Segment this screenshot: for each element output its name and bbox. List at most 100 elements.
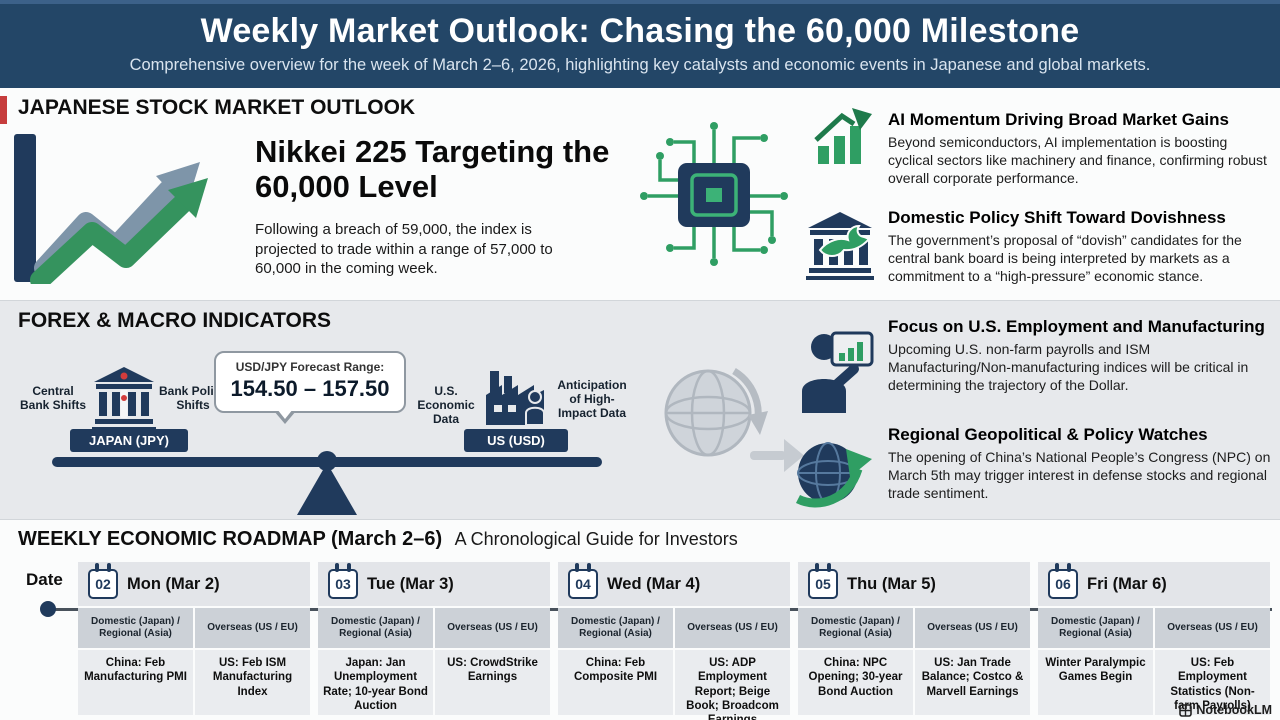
ai-circuit-chip-icon xyxy=(640,122,788,266)
calendar-day-number: 03 xyxy=(335,576,351,592)
day-events: Winter Paralympic Games Begin US: Feb Em… xyxy=(1038,650,1270,715)
day-label: Tue (Mar 3) xyxy=(367,574,454,593)
day-events: China: NPC Opening; 30-year Bond Auction… xyxy=(798,650,1030,715)
column-overseas: Overseas (US / EU) xyxy=(195,608,310,648)
caption-central-bank-shifts: Central Bank Shifts xyxy=(19,384,86,412)
insight-body: The opening of China’s National People’s… xyxy=(888,449,1271,501)
day-card-tue: 03 Tue (Mar 3) Domestic (Japan) / Region… xyxy=(318,562,550,715)
calendar-icon: 04 xyxy=(568,563,598,599)
insight-title: Focus on U.S. Employment and Manufacturi… xyxy=(888,317,1265,336)
day-events: Japan: Jan Unemployment Rate; 10-year Bo… xyxy=(318,650,550,715)
column-headers: Domestic (Japan) / Regional (Asia) Overs… xyxy=(1038,608,1270,648)
section-title: JAPANESE STOCK MARKET OUTLOOK xyxy=(18,96,416,119)
insight-body: Beyond semiconductors, AI implementation… xyxy=(888,134,1267,186)
day-header: 05 Thu (Mar 5) xyxy=(798,562,1030,608)
trend-arrows-chart-icon xyxy=(14,134,208,284)
roadmap-title-row: WEEKLY ECONOMIC ROADMAP (March 2–6) A Ch… xyxy=(18,528,738,551)
calendar-icon: 03 xyxy=(328,563,358,599)
day-header: 04 Wed (Mar 4) xyxy=(558,562,790,608)
column-domestic: Domestic (Japan) / Regional (Asia) xyxy=(798,608,913,648)
column-headers: Domestic (Japan) / Regional (Asia) Overs… xyxy=(798,608,1030,648)
calendar-icon: 05 xyxy=(808,563,838,599)
calendar-day-number: 02 xyxy=(95,576,111,592)
growth-bars-icon xyxy=(814,108,872,164)
column-headers: Domestic (Japan) / Regional (Asia) Overs… xyxy=(558,608,790,648)
section-japanese-stock-market: JAPANESE STOCK MARKET OUTLOOK Nikkei 225… xyxy=(0,88,1280,300)
day-label: Thu (Mar 5) xyxy=(847,574,936,593)
day-card-wed: 04 Wed (Mar 4) Domestic (Japan) / Region… xyxy=(558,562,790,720)
section-forex-macro: FOREX & MACRO INDICATORS Central Bank Sh… xyxy=(0,300,1280,520)
usdjpy-forecast-callout: USD/JPY Forecast Range: 154.50 – 157.50 xyxy=(214,351,406,424)
event-overseas: US: Jan Trade Balance; Costco & Marvell … xyxy=(915,650,1030,715)
column-domestic: Domestic (Japan) / Regional (Asia) xyxy=(78,608,193,648)
badge-japan-jpy: JAPAN (JPY) xyxy=(70,429,188,452)
analyst-chart-icon xyxy=(802,331,874,413)
globe-icon xyxy=(664,368,768,457)
event-domestic: China: Feb Composite PMI xyxy=(558,650,673,715)
day-card-mon: 02 Mon (Mar 2) Domestic (Japan) / Region… xyxy=(78,562,310,715)
day-header: 06 Fri (Mar 6) xyxy=(1038,562,1270,608)
event-overseas: US: Feb ISM Manufacturing Index xyxy=(195,650,310,715)
date-label: Date xyxy=(26,570,63,589)
insight-body: Upcoming U.S. non-farm payrolls and ISM … xyxy=(888,341,1249,393)
calendar-icon: 02 xyxy=(88,563,118,599)
event-overseas: US: CrowdStrike Earnings xyxy=(435,650,550,715)
column-headers: Domestic (Japan) / Regional (Asia) Overs… xyxy=(318,608,550,648)
column-overseas: Overseas (US / EU) xyxy=(915,608,1030,648)
page-subtitle: Comprehensive overview for the week of M… xyxy=(129,56,1151,74)
insight-title: AI Momentum Driving Broad Market Gains xyxy=(888,110,1229,129)
day-card-thu: 05 Thu (Mar 5) Domestic (Japan) / Region… xyxy=(798,562,1030,715)
day-events: China: Feb Composite PMI US: ADP Employm… xyxy=(558,650,790,720)
roadmap-title: WEEKLY ECONOMIC ROADMAP (March 2–6) xyxy=(18,528,443,550)
column-overseas: Overseas (US / EU) xyxy=(675,608,790,648)
day-header: 02 Mon (Mar 2) xyxy=(78,562,310,608)
calendar-day-number: 04 xyxy=(575,576,591,592)
caption-us-economic-data: U.S. Economic Data xyxy=(417,384,475,426)
calendar-icon: 06 xyxy=(1048,563,1078,599)
nikkei-summary: Following a breach of 59,000, the index … xyxy=(255,221,553,277)
section-accent-bar xyxy=(0,96,7,124)
badge-us-usd: US (USD) xyxy=(464,429,568,452)
event-domestic: Winter Paralympic Games Begin xyxy=(1038,650,1153,715)
factory-icon xyxy=(486,371,545,426)
day-events: China: Feb Manufacturing PMI US: Feb ISM… xyxy=(78,650,310,715)
column-overseas: Overseas (US / EU) xyxy=(1155,608,1270,648)
insight-geopolitical: Regional Geopolitical & Policy Watches T… xyxy=(888,425,1272,503)
day-header: 03 Tue (Mar 3) xyxy=(318,562,550,608)
day-label: Wed (Mar 4) xyxy=(607,574,701,593)
watermark-text: NotebookLM xyxy=(1196,703,1272,717)
calendar-day-number: 06 xyxy=(1055,576,1071,592)
column-domestic: Domestic (Japan) / Regional (Asia) xyxy=(318,608,433,648)
column-headers: Domestic (Japan) / Regional (Asia) Overs… xyxy=(78,608,310,648)
insight-title: Domestic Policy Shift Toward Dovishness xyxy=(888,208,1226,227)
event-overseas: US: Feb Employment Statistics (Non-farm … xyxy=(1155,650,1270,715)
forecast-label: USD/JPY Forecast Range: xyxy=(235,360,385,374)
roadmap-subtitle: A Chronological Guide for Investors xyxy=(454,529,738,549)
header-banner: Weekly Market Outlook: Chasing the 60,00… xyxy=(0,0,1280,88)
insight-us-employment: Focus on U.S. Employment and Manufacturi… xyxy=(888,317,1272,395)
event-domestic: China: Feb Manufacturing PMI xyxy=(78,650,193,715)
caption-high-impact-data: Anticipation of High-Impact Data xyxy=(557,378,627,420)
insight-ai-momentum: AI Momentum Driving Broad Market Gains B… xyxy=(888,110,1272,188)
day-label: Mon (Mar 2) xyxy=(127,574,220,593)
event-overseas: US: ADP Employment Report; Beige Book; B… xyxy=(675,650,790,720)
page-title: Weekly Market Outlook: Chasing the 60,00… xyxy=(200,12,1080,50)
day-label: Fri (Mar 6) xyxy=(1087,574,1167,593)
timeline-dot xyxy=(40,601,56,617)
japan-bank-icon xyxy=(92,367,156,431)
event-domestic: Japan: Jan Unemployment Rate; 10-year Bo… xyxy=(318,650,433,715)
caption-bank-policy-shifts: Bank Policy Shifts xyxy=(158,384,228,412)
nikkei-headline: Nikkei 225 Targeting the 60,000 Level xyxy=(255,134,610,205)
insight-title: Regional Geopolitical & Policy Watches xyxy=(888,425,1208,444)
notebooklm-logo-icon xyxy=(1179,703,1193,717)
flow-arrow-icon xyxy=(750,439,804,472)
section-title: FOREX & MACRO INDICATORS xyxy=(18,309,332,332)
bank-dove-icon xyxy=(806,212,874,280)
event-domestic: China: NPC Opening; 30-year Bond Auction xyxy=(798,650,913,715)
globe-growth-arrow-icon xyxy=(795,442,872,508)
insight-body: The government’s proposal of “dovish” ca… xyxy=(888,232,1242,284)
column-overseas: Overseas (US / EU) xyxy=(435,608,550,648)
calendar-day-number: 05 xyxy=(815,576,831,592)
insight-policy-shift: Domestic Policy Shift Toward Dovishness … xyxy=(888,208,1272,286)
